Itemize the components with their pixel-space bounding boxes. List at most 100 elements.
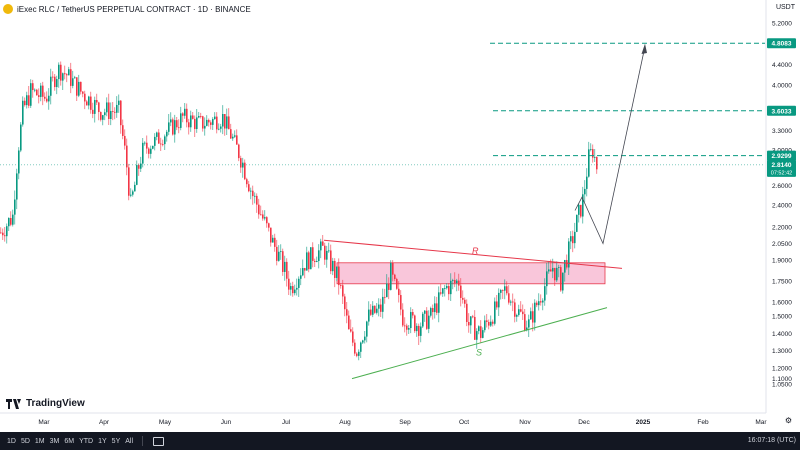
candle-body xyxy=(150,148,152,154)
range-ytd-button[interactable]: YTD xyxy=(79,437,94,445)
price-scale-currency[interactable]: USDT xyxy=(775,4,795,11)
candle-body xyxy=(564,260,566,273)
chart-settings-icon[interactable]: ⚙ xyxy=(784,416,792,425)
candle-body xyxy=(232,136,234,139)
candle-body xyxy=(596,156,598,170)
candle-body xyxy=(40,85,42,97)
candle-body xyxy=(562,272,564,291)
range-6m-button[interactable]: 6M xyxy=(64,437,75,445)
candle-body xyxy=(450,280,452,295)
candle-body xyxy=(390,263,392,290)
candle-body xyxy=(48,95,50,102)
candle-body xyxy=(414,315,416,332)
candle-body xyxy=(14,199,16,215)
candle-body xyxy=(510,301,512,303)
candle-body xyxy=(60,64,62,81)
candle-body xyxy=(412,312,414,316)
candle-body xyxy=(418,325,420,336)
candle-body xyxy=(104,112,106,116)
candle-body xyxy=(308,252,310,270)
candle-body xyxy=(122,125,124,136)
candle-body xyxy=(20,124,22,151)
candle-body xyxy=(258,204,260,215)
range-1y-button[interactable]: 1Y xyxy=(98,437,107,445)
candle-body xyxy=(340,285,342,286)
candle-body xyxy=(294,289,296,294)
candle-body xyxy=(36,89,38,96)
candle-body xyxy=(394,274,396,280)
candle-body xyxy=(342,285,344,297)
candle-body xyxy=(130,194,132,196)
candle-body xyxy=(320,241,322,251)
projection-arrowhead xyxy=(641,43,647,54)
candle-body xyxy=(272,237,274,243)
candle-body xyxy=(288,278,290,290)
candle-body xyxy=(74,77,76,79)
candle-body xyxy=(154,136,156,146)
candle-body xyxy=(12,214,14,225)
candle-body xyxy=(442,288,444,294)
candle-body xyxy=(474,316,476,340)
candle-body xyxy=(210,122,212,125)
candle-body xyxy=(322,241,324,246)
symbol-header[interactable]: iExec RLC / TetherUS PERPETUAL CONTRACT … xyxy=(0,0,763,18)
candle-body xyxy=(32,83,34,91)
candle-body xyxy=(50,76,52,96)
candle-body xyxy=(280,251,282,253)
range-5d-button[interactable]: 5D xyxy=(20,437,30,445)
range-1m-button[interactable]: 1M xyxy=(34,437,45,445)
candle-body xyxy=(512,301,514,303)
candle-body xyxy=(70,69,72,86)
candle-body xyxy=(274,237,276,247)
candle-body xyxy=(520,309,522,312)
range-3m-button[interactable]: 3M xyxy=(49,437,60,445)
candle-body xyxy=(586,176,588,189)
candle-body xyxy=(86,101,88,106)
countdown-label: 07:52:42 xyxy=(771,170,792,176)
candle-body xyxy=(590,149,592,150)
candle-body xyxy=(62,73,64,81)
candle-body xyxy=(398,288,400,296)
candle-body xyxy=(148,148,150,154)
candle-body xyxy=(30,83,32,106)
candle-body xyxy=(16,173,18,200)
candle-body xyxy=(352,331,354,343)
y-tick-label: 2.4000 xyxy=(772,203,792,210)
x-tick-label: Mar xyxy=(755,419,767,426)
candle-body xyxy=(82,91,84,94)
candle-body xyxy=(488,321,490,326)
candle-body xyxy=(522,311,524,315)
range-1d-button[interactable]: 1D xyxy=(7,437,16,445)
candle-body xyxy=(420,326,422,336)
y-tick-label: 1.1000 xyxy=(772,376,792,383)
range-all-button[interactable]: All xyxy=(125,437,134,445)
candle-body xyxy=(566,260,568,268)
candle-body xyxy=(346,309,348,316)
candle-body xyxy=(140,163,142,169)
candle-body xyxy=(304,268,306,271)
candle-body xyxy=(18,150,20,174)
candle-body xyxy=(8,217,10,227)
candle-body xyxy=(506,286,508,294)
utc-clock[interactable]: 16:07:18 (UTC) xyxy=(747,437,796,444)
y-tick-label: 1.3000 xyxy=(772,348,792,355)
candle-body xyxy=(98,102,100,113)
range-5y-button[interactable]: 5Y xyxy=(111,437,121,445)
candle-body xyxy=(240,158,242,168)
candle-body xyxy=(126,145,128,168)
candle-body xyxy=(156,132,158,137)
candle-body xyxy=(376,308,378,313)
candle-body xyxy=(116,104,118,113)
candle-body xyxy=(168,122,170,132)
x-tick-label: Jun xyxy=(221,419,232,426)
candle-body xyxy=(278,251,280,261)
candle-body xyxy=(196,117,198,130)
candle-body xyxy=(578,204,580,215)
candle-body xyxy=(416,325,418,332)
candle-body xyxy=(110,111,112,119)
candle-body xyxy=(492,321,494,324)
calendar-icon[interactable] xyxy=(153,436,165,446)
symbol-title[interactable]: iExec RLC / TetherUS PERPETUAL CONTRACT … xyxy=(17,4,251,14)
